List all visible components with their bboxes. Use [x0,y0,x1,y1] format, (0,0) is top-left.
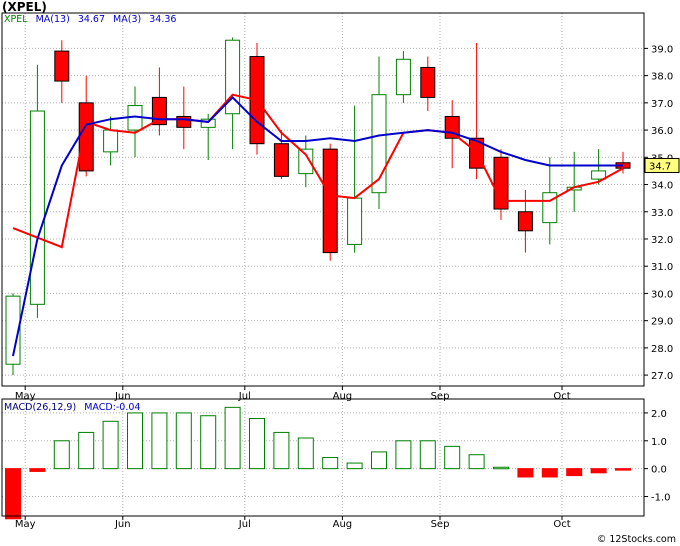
macd-bar [517,468,534,478]
macd-legend-value: -0.04 [115,402,141,413]
macd-bar [78,431,95,470]
candle-body [103,129,119,153]
x-tick-label: Oct [553,519,570,530]
macd-bar [566,468,583,477]
macd-bar [322,457,339,470]
price-tick-label: 27.0 [651,371,673,382]
candle-body [29,110,45,305]
price-tick-label: 36.0 [651,126,673,137]
macd-bar [371,451,387,470]
candle-body [420,66,436,98]
macd-bar [297,437,314,470]
macd-bar [5,468,21,520]
macd-bar [590,468,607,474]
macd-bar [175,412,192,470]
price-tick-label: 38.0 [651,72,673,83]
chart-title: (XPEL) [2,0,47,14]
price-tick-label: 39.0 [651,44,673,55]
macd-bar [249,418,265,470]
candle-body [517,211,533,232]
macd-bar [29,468,46,472]
macd-bar [395,440,412,470]
x-tick-label: May [15,519,36,530]
x-tick-label: Sep [431,519,450,530]
price-tick-label: 34.0 [651,181,673,192]
candle-body [273,143,289,177]
macd-bar [615,468,631,471]
price-tick-label: 30.0 [651,289,673,300]
macd-tick-label: 2.0 [651,409,667,420]
macd-bar [541,468,558,478]
macd-bar [468,454,485,470]
candle-body [78,102,94,172]
price-panel-border [1,12,645,387]
legend-symbol: XPEL [4,14,28,25]
legend-ma13-label: MA(13) [35,14,70,25]
x-tick-label: Aug [333,391,353,402]
macd-tick-label: 1.0 [651,437,667,448]
macd-bar [273,431,290,470]
price-tick-label: 37.0 [651,99,673,110]
x-tick-label: Jun [114,391,131,402]
x-tick-label: May [15,391,36,402]
macd-bar [224,406,241,470]
x-tick-label: Sep [431,391,450,402]
price-tick-label: 29.0 [651,317,673,328]
x-tick-label: Aug [333,519,353,530]
price-tick-label: 28.0 [651,344,673,355]
macd-legend-label: MACD: [84,402,116,413]
macd-bar [102,420,119,470]
macd-bar [151,412,168,470]
candle-body [322,148,338,254]
macd-panel-border [1,398,645,517]
macd-bar [444,445,461,470]
macd-bar [127,412,143,470]
x-tick-label: Oct [553,391,570,402]
candle-body [591,170,607,180]
price-legend: XPEL MA(13) 34.67 MA(3) 34.36 [4,14,181,25]
x-tick-label: Jul [238,391,251,402]
candle-body [151,96,167,126]
legend-ma3-label: MA(3) [113,14,142,25]
macd-bar [200,415,217,470]
candle-body [200,118,216,128]
candle-body [176,115,192,128]
price-tick-label: 31.0 [651,262,673,273]
candle-body [54,50,70,82]
macd-bar [346,462,363,470]
candle-body [371,94,387,194]
x-tick-label: Jun [114,519,131,530]
macd-tick-label: -1.0 [651,493,671,504]
price-tick-label: 33.0 [651,208,673,219]
legend-ma13-value: 34.67 [77,14,106,25]
candle-body [347,197,363,245]
last-price-box [644,157,680,173]
ma-red-line [12,93,624,249]
site-credit: © 12Stocks.com [596,534,676,545]
price-tick-label: 32.0 [651,235,673,246]
macd-bar [53,440,70,470]
candle-body [5,295,21,365]
macd-bar [493,466,509,470]
candle-body [395,58,411,96]
candle-body [298,148,314,175]
ma-blue-line [12,95,623,357]
macd-tick-label: 0.0 [651,465,667,476]
macd-legend-title: MACD(26,12,9) [4,402,77,413]
x-tick-label: Jul [238,519,251,530]
macd-bar [419,440,436,470]
macd-legend: MACD(26,12,9) MACD:-0.04 [4,402,145,413]
last-price-label: 34.7 [649,161,671,172]
legend-ma3-value: 34.36 [149,14,177,25]
